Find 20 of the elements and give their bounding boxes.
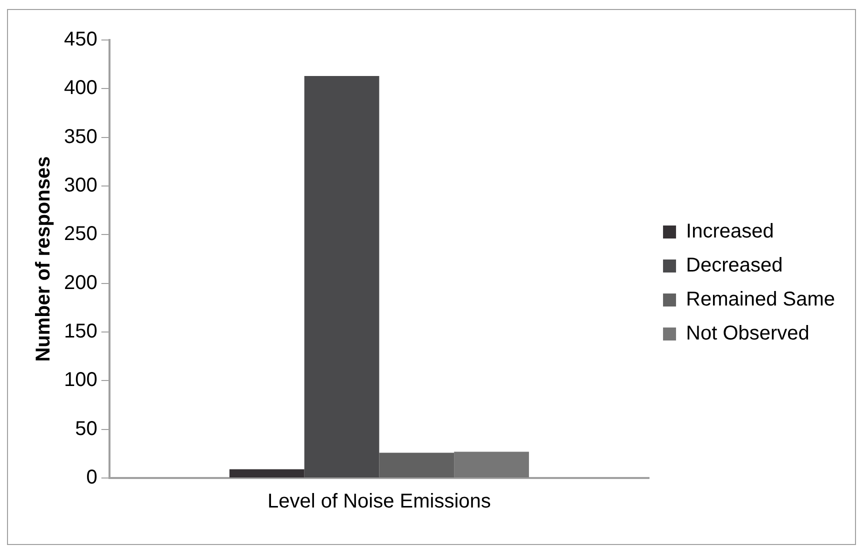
legend-label: Decreased	[686, 254, 783, 277]
y-tick-label: 150	[64, 320, 98, 343]
bar	[229, 469, 304, 478]
y-tick-label: 100	[64, 369, 98, 392]
y-tick-label: 0	[86, 466, 98, 489]
x-tick-label: Level of Noise Emissions	[267, 490, 491, 513]
y-tick-label: 450	[64, 28, 98, 51]
legend-label: Not Observed	[686, 322, 810, 345]
y-tick-label: 350	[64, 126, 98, 148]
y-tick-label: 250	[64, 223, 98, 246]
bar	[379, 452, 454, 478]
y-tick-label: 200	[64, 272, 98, 294]
y-tick-label: 400	[64, 77, 98, 100]
y-tick-label: 50	[75, 418, 98, 440]
y-tick-label: 300	[64, 174, 98, 197]
bar	[304, 76, 380, 478]
y-axis-title: Number of responses	[32, 156, 55, 362]
bar	[454, 452, 529, 478]
legend-label: Remained Same	[686, 288, 836, 311]
legend-label: Increased	[686, 220, 774, 243]
